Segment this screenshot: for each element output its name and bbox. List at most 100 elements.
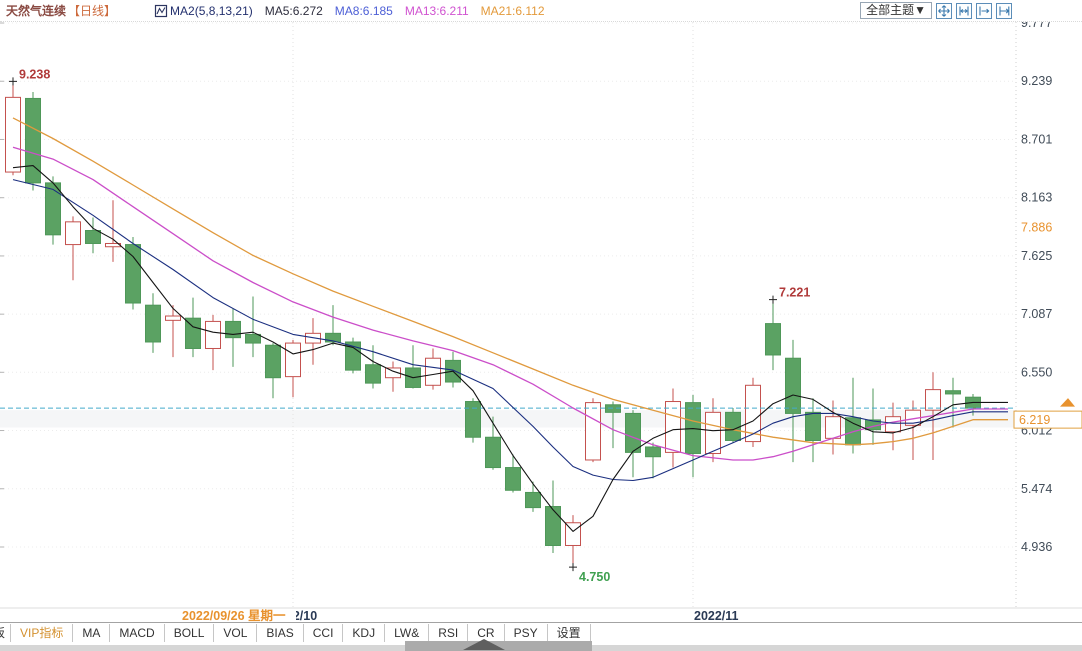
candle (765, 299, 781, 371)
price-zone-band (0, 410, 1016, 428)
scrollbar-handle[interactable] (405, 639, 592, 651)
ma-line-ma8 (12, 179, 1008, 482)
candle (485, 416, 501, 470)
candle (565, 515, 581, 568)
ma-line-ma5 (12, 165, 1008, 532)
candle (525, 481, 541, 512)
candle (825, 400, 841, 455)
candle (925, 372, 941, 460)
tab-KDJ[interactable]: KDJ (343, 624, 386, 642)
candle (5, 81, 21, 176)
candle (645, 442, 661, 479)
y-axis-label: 4.936 (1021, 540, 1052, 554)
y-axis-label: 7.087 (1021, 307, 1052, 321)
x-axis-month-label: 2022/11 (694, 609, 739, 623)
candle (465, 398, 481, 443)
candle (125, 236, 141, 310)
tab-PSY[interactable]: PSY (505, 624, 548, 642)
y-axis-label: 9.239 (1021, 74, 1052, 88)
candle (625, 410, 641, 478)
candle (265, 343, 281, 399)
candle (25, 91, 41, 191)
tab-MACD[interactable]: MACD (110, 624, 165, 642)
tab-LW&[interactable]: LW& (385, 624, 430, 642)
chart-type-icon[interactable] (154, 4, 168, 18)
candle (425, 348, 441, 390)
current-price-box (1013, 410, 1082, 429)
candle (45, 176, 61, 245)
candle (325, 305, 341, 346)
candle (805, 398, 821, 463)
candle (785, 339, 801, 463)
candle (745, 377, 761, 447)
tab-BIAS[interactable]: BIAS (257, 624, 304, 642)
compress-horizontal-icon[interactable] (956, 2, 972, 19)
ma13-value: MA13:6.211 (404, 3, 469, 18)
y-axis-label-special: 7.886 (1021, 221, 1052, 235)
candle (945, 377, 961, 428)
candle (285, 339, 301, 398)
candle (725, 408, 741, 443)
collapse-arrow-icon[interactable] (463, 639, 505, 650)
candle (305, 318, 321, 365)
y-axis-label: 8.163 (1021, 191, 1052, 205)
y-axis-label: 6.550 (1021, 365, 1052, 379)
candle (385, 361, 401, 392)
date-tooltip-bg (172, 609, 296, 622)
theme-dropdown[interactable]: 全部主题▼ (860, 2, 932, 19)
candle (685, 395, 701, 478)
price-annotation: 9.238 (19, 67, 50, 81)
candle (205, 314, 221, 371)
ma8-value: MA8:6.185 (334, 3, 393, 18)
tab-CCI[interactable]: CCI (304, 624, 344, 642)
y-axis-label: 8.701 (1021, 132, 1052, 146)
tab-VOL[interactable]: VOL (214, 624, 258, 642)
y-axis-label: 7.625 (1021, 249, 1052, 263)
candle (405, 345, 421, 389)
candle (145, 293, 161, 353)
candle (185, 297, 201, 358)
extreme-cross-marker (9, 77, 17, 86)
candle (225, 308, 241, 367)
candle (905, 400, 921, 460)
date-tooltip: 2022/09/26 星期一 (182, 608, 286, 623)
price-annotation: 4.750 (579, 570, 610, 584)
period-label: 【日线】 (68, 4, 117, 18)
price-arrow-icon (1060, 398, 1075, 407)
extreme-cross-marker (569, 563, 577, 572)
tab-partial[interactable]: 板 (0, 624, 11, 642)
tab-CR[interactable]: CR (468, 624, 505, 642)
ma-settings-label: MA2(5,8,13,21) (170, 3, 253, 18)
candle (885, 402, 901, 451)
price-annotation: 7.221 (779, 286, 810, 300)
candle (65, 216, 81, 281)
move-crosshair-icon[interactable] (936, 2, 952, 19)
tab-MA[interactable]: MA (73, 624, 111, 642)
header-controls: 全部主题▼ (860, 2, 1012, 19)
candle (165, 305, 181, 358)
candle (665, 388, 681, 468)
ma21-value: MA21:6.112 (480, 3, 545, 18)
candle (545, 480, 561, 554)
candle (505, 454, 521, 493)
tab-RSI[interactable]: RSI (429, 624, 469, 642)
tab-设置[interactable]: 设置 (548, 624, 591, 642)
tab-VIP指标[interactable]: VIP指标 (11, 624, 74, 642)
current-price-label: 6.219 (1019, 413, 1050, 427)
indicator-tabs: 板VIP指标MAMACDBOLLVOLBIASCCIKDJLW&RSICRPSY… (0, 623, 1082, 643)
extreme-cross-marker (769, 295, 777, 304)
expand-right-icon[interactable] (976, 2, 992, 19)
ma5-value: MA5:6.272 (264, 3, 323, 18)
symbol-name: 天然气连续 (6, 4, 67, 18)
chart-header: 天然气连续 【日线】 MA2(5,8,13,21) MA5:6.272 MA8:… (0, 0, 1082, 22)
indicator-toolbar: 板VIP指标MAMACDBOLLVOLBIASCCIKDJLW&RSICRPSY… (0, 622, 1082, 651)
y-axis-label: 5.474 (1021, 482, 1052, 496)
ma-line-ma21 (12, 117, 1008, 446)
candle (105, 200, 121, 262)
candle (245, 296, 261, 358)
tab-BOLL[interactable]: BOLL (165, 624, 215, 642)
pan-right-icon[interactable] (996, 2, 1012, 19)
candle (345, 337, 361, 374)
